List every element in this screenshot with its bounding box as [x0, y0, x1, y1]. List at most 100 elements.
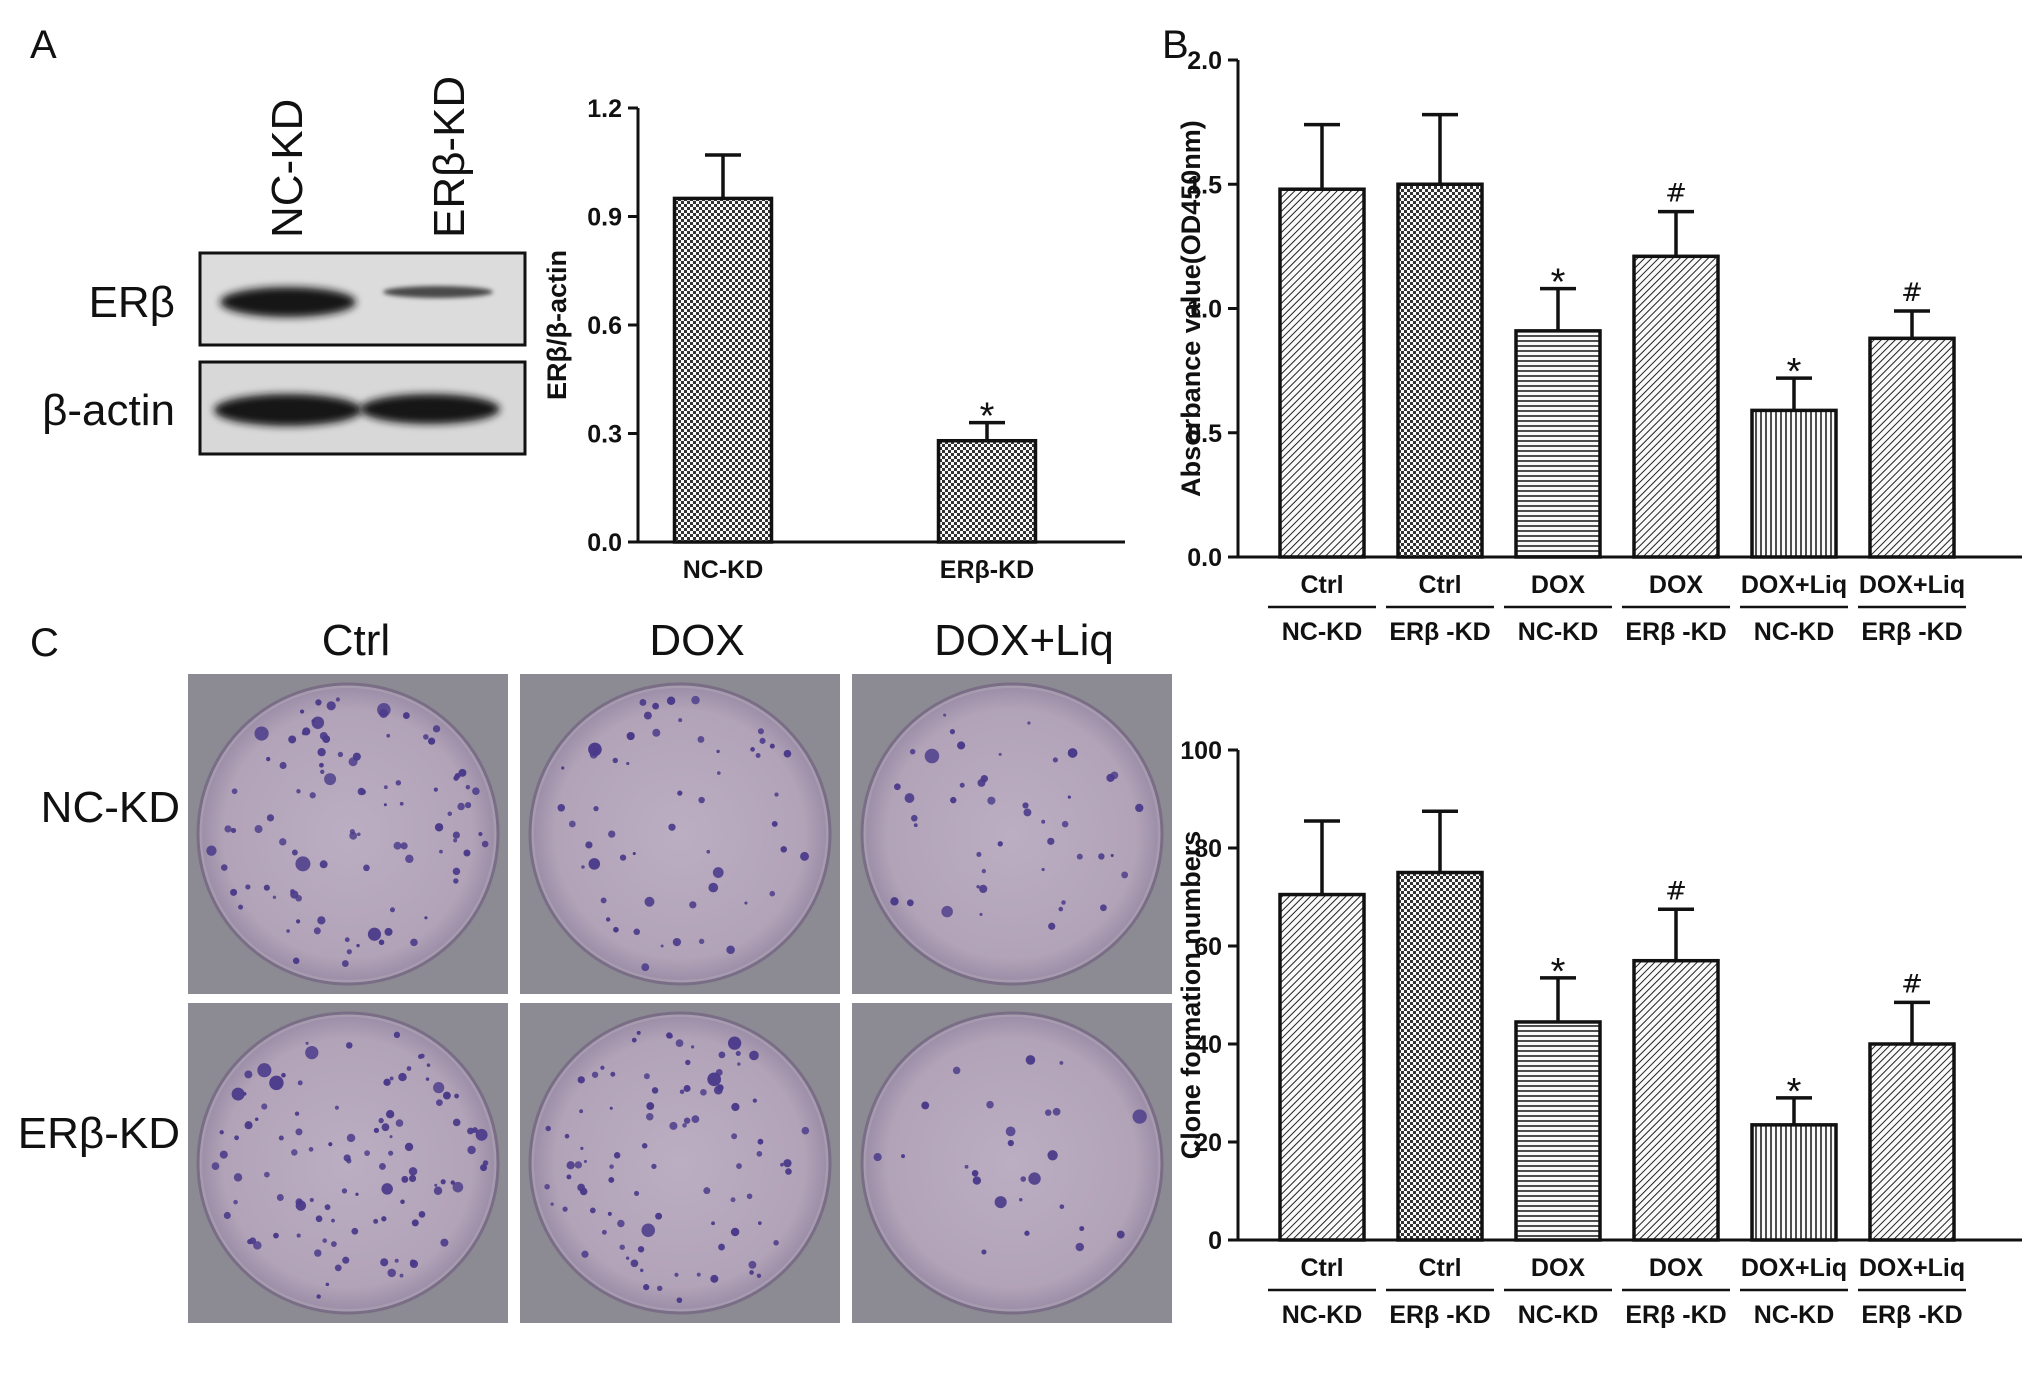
- colony-dot: [696, 1272, 701, 1277]
- colony-dot: [281, 1072, 286, 1078]
- x-subgroup-label: NC-KD: [1518, 618, 1599, 646]
- colony-dot: [263, 1171, 270, 1178]
- colony-dot: [773, 1239, 779, 1246]
- colony-dot: [976, 884, 980, 889]
- colony-dot: [383, 803, 387, 807]
- colony-dot: [386, 733, 391, 738]
- colony-dot: [1041, 867, 1045, 872]
- colony-dot: [593, 805, 599, 812]
- colony-dot: [295, 856, 311, 872]
- colony-dot: [893, 783, 901, 791]
- colony-dot: [964, 1164, 969, 1169]
- band-erb-erb-kd: [383, 286, 493, 298]
- colony-dot: [626, 761, 630, 766]
- colony-dot: [481, 840, 489, 848]
- lane-label-nc-kd: NC-KD: [263, 99, 312, 238]
- colony-dot: [674, 1272, 679, 1277]
- colony-dot: [655, 1212, 663, 1220]
- colony-dot: [997, 841, 1003, 847]
- colony-dot: [703, 1187, 711, 1195]
- colony-row-label-erb-kd: ERβ-KD: [18, 1109, 180, 1158]
- blot-row-label-actin: β-actin: [42, 386, 175, 435]
- colony-dot: [389, 1076, 394, 1081]
- colony-dot: [1019, 1197, 1023, 1202]
- x-category-label: DOX: [1649, 571, 1704, 599]
- colony-dot: [697, 736, 705, 743]
- colony-dot: [736, 1163, 742, 1169]
- colony-dot: [676, 1297, 683, 1304]
- colony-dot: [242, 1091, 247, 1096]
- colony-dot: [324, 1204, 331, 1211]
- colony-dot: [1059, 1204, 1065, 1210]
- colony-dot: [363, 864, 370, 872]
- colony-dot: [1005, 1126, 1016, 1137]
- colony-dot: [698, 938, 705, 945]
- panel-label-c: C: [30, 621, 59, 665]
- y-tick-label: 0.9: [587, 204, 622, 232]
- colony-dot: [904, 793, 915, 803]
- colony-dot: [410, 938, 418, 947]
- colony-dot: [644, 896, 655, 907]
- colony-dot: [313, 927, 321, 935]
- colony-dot: [295, 894, 302, 902]
- colony-dot: [409, 1259, 419, 1269]
- colony-dot: [589, 750, 598, 759]
- colony-dot: [1135, 803, 1144, 813]
- colony-dot: [619, 854, 627, 861]
- x-category-label: Ctrl: [1418, 1254, 1461, 1282]
- colony-dot: [643, 711, 652, 720]
- bar: [672, 196, 774, 544]
- colony-dot: [305, 1045, 319, 1060]
- colony-dot: [610, 1071, 616, 1077]
- colony-dot: [748, 1260, 757, 1269]
- colony-dot: [1048, 922, 1056, 930]
- y-tick-label: 1.2: [587, 95, 622, 123]
- colony-dot: [308, 1147, 314, 1152]
- colony-images: Ctrl DOX DOX+Liq NC-KD ERβ-KD: [18, 616, 1172, 1323]
- colony-dot: [219, 1150, 228, 1159]
- colony-dot: [315, 1215, 323, 1223]
- colony-dot: [1079, 1226, 1085, 1232]
- colony-dot: [379, 1162, 386, 1170]
- colony-dot: [337, 751, 344, 758]
- colony-dot: [440, 1238, 449, 1247]
- colony-dot: [677, 790, 683, 796]
- colony-dot: [730, 1197, 736, 1203]
- colony-dot: [994, 1196, 1007, 1209]
- colony-dot: [408, 1167, 418, 1176]
- colony-dot: [373, 1127, 380, 1134]
- colony-dot: [921, 1101, 930, 1110]
- colony-dot: [643, 1073, 650, 1080]
- colony-dot: [465, 784, 471, 790]
- colony-dot: [341, 1188, 348, 1194]
- colony-dot: [1132, 1109, 1147, 1124]
- colony-dot: [263, 884, 270, 891]
- colony-dot: [801, 1126, 810, 1135]
- colony-dot: [425, 1077, 430, 1081]
- colony-dot: [295, 919, 301, 924]
- colony-dot: [297, 1080, 303, 1086]
- colony-dot: [924, 748, 940, 764]
- colony-dot: [322, 1238, 328, 1243]
- x-subgroup-label: ERβ -KD: [1389, 1301, 1490, 1329]
- colony-dot: [652, 702, 660, 710]
- colony-dot: [679, 1089, 685, 1095]
- colony-dot: [315, 699, 322, 706]
- bar: [1632, 958, 1720, 1242]
- bar: [1278, 892, 1366, 1242]
- colony-dot: [1059, 1061, 1064, 1065]
- colony-dot: [1052, 1107, 1061, 1116]
- colony-dot: [636, 1030, 641, 1035]
- colony-dot: [783, 749, 792, 758]
- colony-dot: [589, 1207, 596, 1214]
- colony-dot: [273, 1232, 279, 1239]
- colony-dot: [651, 1163, 657, 1170]
- colony-dot: [581, 1250, 589, 1258]
- colony-dot: [399, 801, 404, 806]
- colony-dot: [452, 1181, 464, 1193]
- colony-dot: [309, 792, 316, 799]
- x-category-label: Ctrl: [1300, 1254, 1343, 1282]
- colony-dot: [979, 912, 983, 916]
- colony-dot: [1058, 906, 1064, 912]
- colony-dot: [626, 731, 635, 741]
